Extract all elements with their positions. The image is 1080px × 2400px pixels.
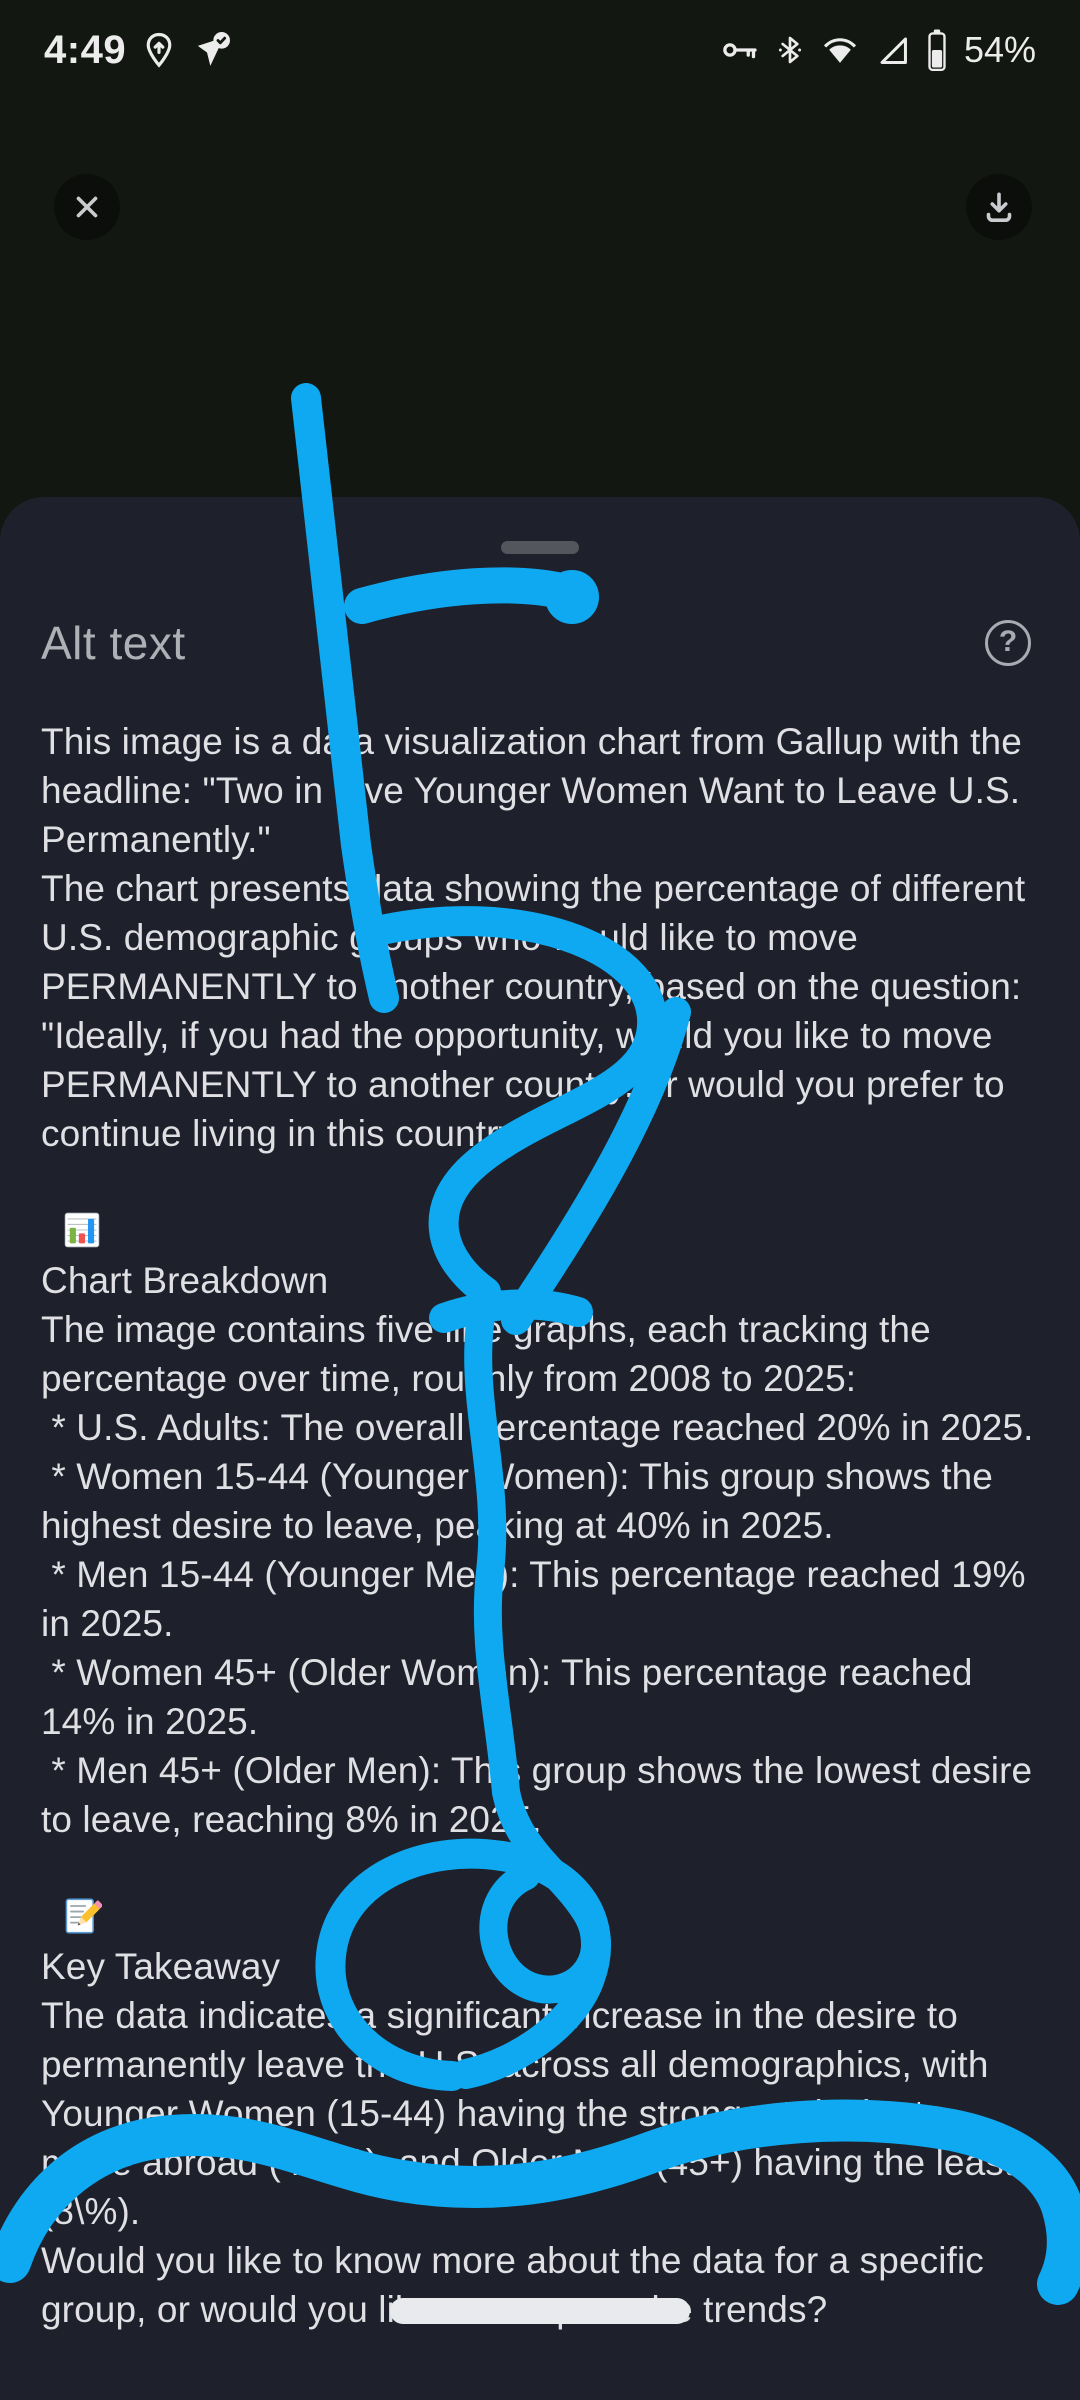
alt-text-paragraph: * Men 15-44 (Younger Men): This percenta…: [41, 1550, 1040, 1648]
drag-handle[interactable]: [501, 541, 579, 554]
help-button[interactable]: ?: [976, 611, 1040, 675]
paragraph-text: Chart Breakdown: [41, 1260, 329, 1301]
paragraph-text: The data indicates a significant increas…: [41, 1995, 1025, 2232]
paragraph-text: * U.S. Adults: The overall percentage re…: [41, 1407, 1034, 1448]
wifi-icon: [823, 38, 856, 63]
close-icon: [76, 196, 98, 218]
alt-text-body[interactable]: This image is a data visualization chart…: [41, 717, 1040, 2334]
alt-text-paragraph: * Men 45+ (Older Men): This group shows …: [41, 1746, 1040, 1844]
alt-text-paragraph: * Women 45+ (Older Women): This percenta…: [41, 1648, 1040, 1746]
memo-emoji: [65, 1898, 102, 1934]
alt-text-paragraph: * U.S. Adults: The overall percentage re…: [41, 1403, 1040, 1452]
paragraph-text: The image contains five line graphs, eac…: [41, 1309, 942, 1399]
vpn-key-icon: [723, 43, 757, 59]
help-icon: ?: [985, 620, 1031, 666]
alt-text-paragraph: Key Takeaway: [41, 1844, 1040, 1991]
status-bar-left: 4:49: [44, 28, 232, 73]
bluetooth-icon: [778, 36, 802, 64]
close-button[interactable]: [54, 174, 120, 240]
alt-text-paragraph: Chart Breakdown: [41, 1158, 1040, 1305]
paragraph-text: * Women 45+ (Older Women): This percenta…: [41, 1652, 984, 1742]
location-sharing-icon: [146, 32, 172, 68]
paragraph-text: * Men 15-44 (Younger Men): This percenta…: [41, 1554, 1036, 1644]
alt-text-paragraph: The chart presents data showing the perc…: [41, 864, 1040, 1158]
navigation-check-icon: [197, 32, 231, 66]
battery-percent: 54%: [963, 29, 1036, 70]
status-bar: 4:49: [0, 0, 1080, 100]
alt-text-sheet: Alt text ? This image is a data visualiz…: [0, 497, 1080, 2400]
download-button[interactable]: [966, 174, 1032, 240]
alt-text-paragraph: The data indicates a significant increas…: [41, 1991, 1040, 2236]
cell-signal-icon: [880, 37, 907, 64]
alt-text-paragraph: * Women 15-44 (Younger Women): This grou…: [41, 1452, 1040, 1550]
sheet-header: Alt text ?: [41, 609, 1040, 677]
alt-text-paragraph: This image is a data visualization chart…: [41, 717, 1040, 864]
sheet-title: Alt text: [41, 617, 186, 669]
battery-icon: [928, 29, 946, 71]
paragraph-text: * Men 45+ (Older Men): This group shows …: [41, 1750, 1043, 1840]
download-icon: [986, 192, 1012, 222]
alt-text-paragraph: The image contains five line graphs, eac…: [41, 1305, 1040, 1403]
status-bar-right: 54%: [720, 29, 1036, 71]
gesture-pill[interactable]: [390, 2298, 690, 2324]
paragraph-text: * Women 15-44 (Younger Women): This grou…: [41, 1456, 1004, 1546]
paragraph-text: This image is a data visualization chart…: [41, 721, 1033, 860]
paragraph-text: The chart presents data showing the perc…: [41, 868, 1036, 1154]
clock: 4:49: [44, 27, 127, 72]
bar-chart-emoji: [64, 1212, 99, 1248]
paragraph-text: Key Takeaway: [41, 1946, 281, 1987]
